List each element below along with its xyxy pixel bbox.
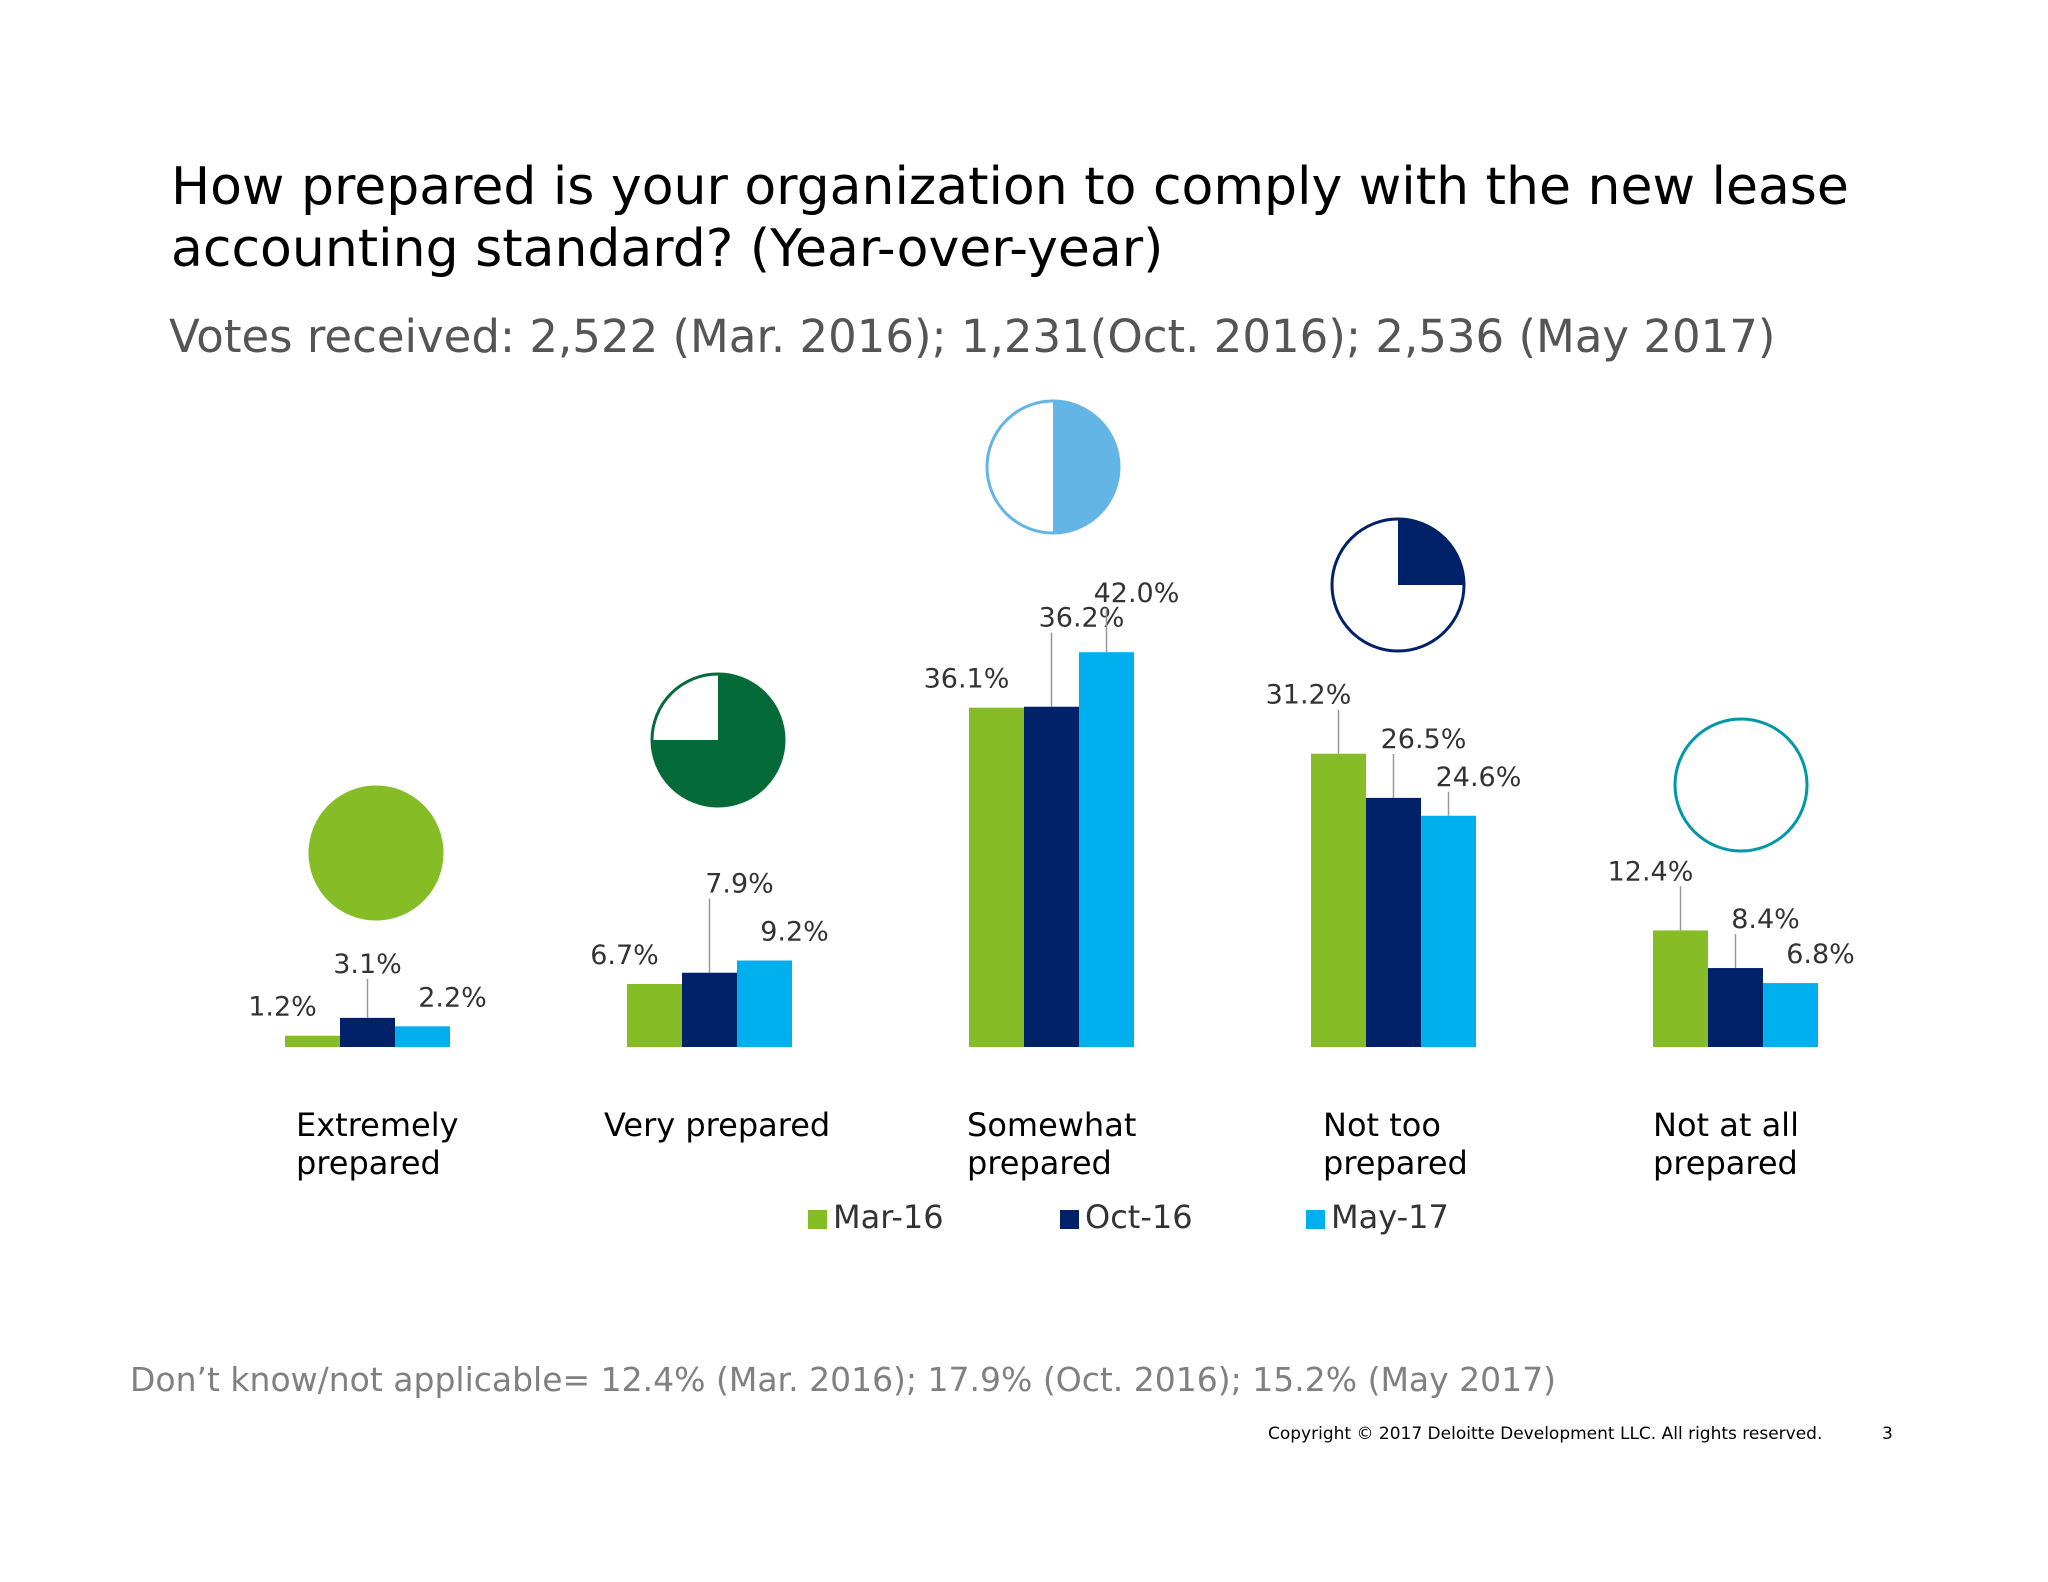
data-label: 42.0% (1094, 578, 1180, 609)
category-label: Not too prepared (1323, 1106, 1468, 1182)
legend-item: Mar-16 (808, 1198, 944, 1236)
category-label: Not at all prepared (1653, 1106, 1799, 1182)
category-label-line: Somewhat (967, 1106, 1137, 1144)
copyright: Copyright © 2017 Deloitte Development LL… (1268, 1424, 1823, 1444)
data-label: 6.8% (1786, 939, 1855, 970)
harvey-ball-fill (652, 674, 784, 806)
title-line-2: accounting standard? (Year-over-year) (171, 219, 1164, 279)
bar-may-17 (1079, 652, 1134, 1047)
title-line-1: How prepared is your organization to com… (171, 157, 1849, 217)
category-label: Extremely prepared (296, 1106, 459, 1182)
bar-oct-16 (682, 972, 737, 1047)
data-label: 7.9% (705, 869, 774, 900)
harvey-ball-fill (1398, 519, 1464, 585)
slide-subtitle: Votes received: 2,522 (Mar. 2016); 1,231… (169, 310, 1776, 363)
harvey-ball-fill (310, 787, 442, 919)
category-label: Somewhat prepared (967, 1106, 1136, 1182)
page-number: 3 (1882, 1424, 1893, 1444)
data-label: 6.7% (590, 940, 659, 971)
data-label: 12.4% (1608, 856, 1694, 887)
legend-swatch (1306, 1210, 1325, 1229)
harvey-ball-fill (1053, 401, 1119, 533)
category-label-line: Not too (1323, 1106, 1441, 1144)
legend-label: May-17 (1331, 1198, 1449, 1236)
category-label: Very prepared (604, 1106, 830, 1144)
bar-mar-16 (285, 1035, 340, 1047)
category-label-line: prepared (1653, 1144, 1798, 1182)
bar-mar-16 (1311, 753, 1366, 1047)
bar-oct-16 (340, 1017, 395, 1047)
data-label: 36.1% (924, 664, 1010, 695)
data-label: 9.2% (760, 917, 829, 948)
slide-title: How prepared is your organization to com… (171, 156, 1991, 280)
harvey-ball (1673, 717, 1809, 853)
legend-item: Oct-16 (1060, 1198, 1193, 1236)
legend-label: Mar-16 (833, 1198, 944, 1236)
bar-may-17 (395, 1026, 450, 1047)
data-label: 8.4% (1731, 904, 1800, 935)
data-label: 1.2% (248, 992, 317, 1023)
bar-mar-16 (627, 984, 682, 1047)
data-label: 36.2% (1039, 603, 1125, 634)
category-label-line: prepared (296, 1144, 441, 1182)
category-label-line: Not at all (1653, 1106, 1799, 1144)
category-label-line: Very prepared (604, 1106, 831, 1144)
bar-oct-16 (1366, 797, 1421, 1047)
data-label: 24.6% (1436, 762, 1522, 793)
data-label: 3.1% (333, 949, 402, 980)
category-label-line: prepared (967, 1144, 1112, 1182)
legend-item: May-17 (1306, 1198, 1449, 1236)
legend-label: Oct-16 (1085, 1198, 1193, 1236)
bar-mar-16 (1653, 930, 1708, 1047)
category-label-line: Extremely (296, 1106, 459, 1144)
bar-may-17 (1421, 815, 1476, 1047)
bar-oct-16 (1024, 706, 1079, 1047)
data-label: 2.2% (418, 982, 487, 1013)
legend-swatch (808, 1210, 827, 1229)
bar-oct-16 (1708, 968, 1763, 1047)
footnote: Don’t know/not applicable= 12.4% (Mar. 2… (130, 1360, 1557, 1399)
data-label: 26.5% (1381, 724, 1467, 755)
bar-may-17 (737, 960, 792, 1047)
category-label-line: prepared (1323, 1144, 1468, 1182)
bar-may-17 (1763, 983, 1818, 1047)
data-label: 31.2% (1266, 680, 1352, 711)
bar-mar-16 (969, 707, 1024, 1047)
legend-swatch (1060, 1210, 1079, 1229)
